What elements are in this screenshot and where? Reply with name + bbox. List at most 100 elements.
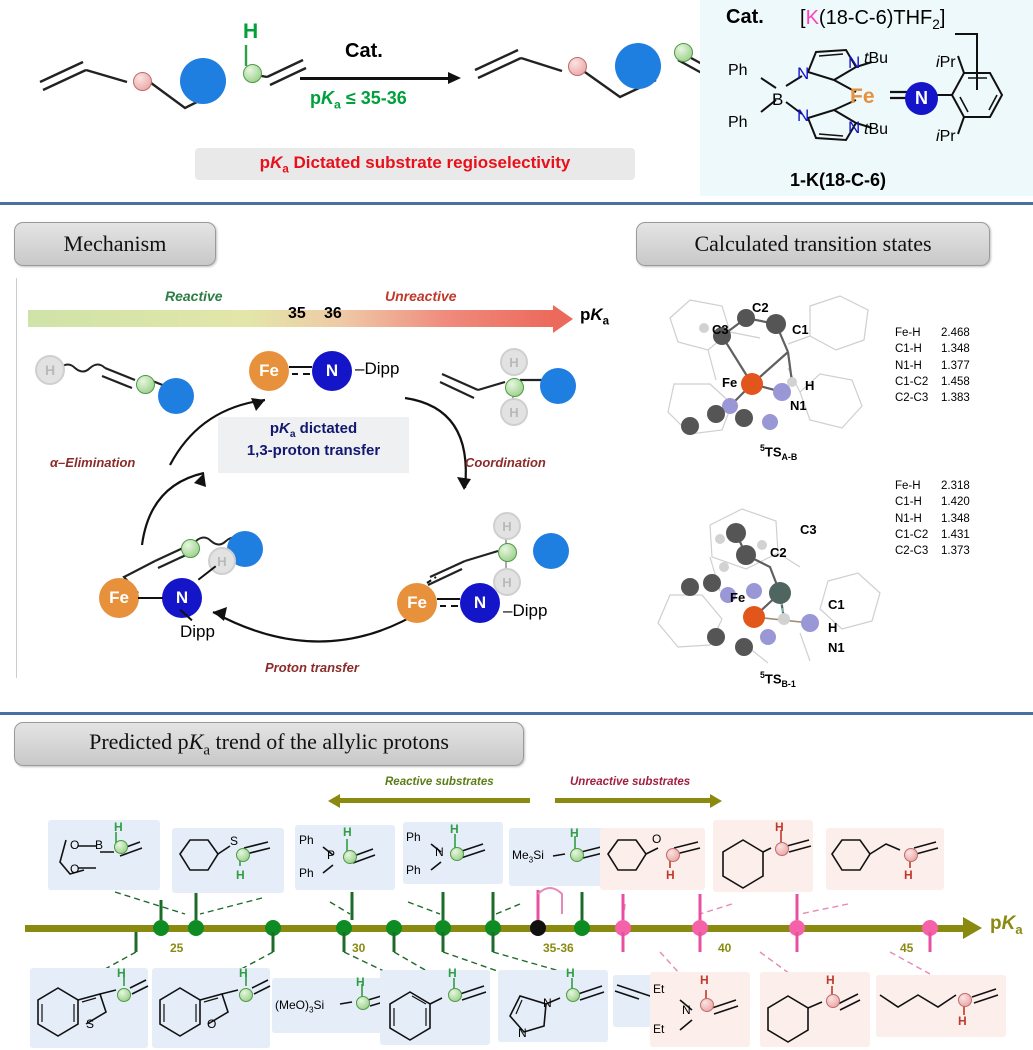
axis-dot-threshold[interactable] — [530, 920, 546, 936]
ts-b1-key-3: C1-C2 — [895, 528, 929, 541]
cycle-coord-h-bottom: H — [493, 568, 521, 596]
trend-tick-45: 45 — [900, 941, 914, 955]
allylic-carbon-amine — [450, 847, 464, 861]
mechanism-header-label: Mechanism — [63, 231, 167, 256]
catalyst-bracket — [955, 33, 978, 90]
ts-b1-label-Fe: Fe — [730, 590, 746, 605]
label-phosphine-Ph2: Ph — [299, 866, 314, 880]
substrate-box-cyclohexylmethyl-allyl — [760, 972, 870, 1047]
axis-dot-8[interactable] — [615, 920, 631, 936]
axis-dot-3[interactable] — [336, 920, 352, 936]
cycle-coord-blue — [533, 533, 569, 569]
label-amine-Ph1: Ph — [406, 830, 421, 844]
reactive-substrates-arrow — [340, 798, 530, 803]
ts-b1-val-2: 1.348 — [941, 512, 970, 525]
cycle-coord-h-top: H — [493, 512, 521, 540]
label-diethylamine-Et2: Et — [653, 1022, 665, 1036]
label-phenoxy-O: O — [652, 832, 662, 846]
substrate-box-phenylthio-allyl — [172, 828, 284, 893]
catalyst-atom-Ph-top: Ph — [728, 62, 748, 79]
allylic-carbon-cyclohexylmethyl — [826, 994, 840, 1008]
ts-ab-key-1: C1-H — [895, 343, 922, 356]
trend-tick-25: 25 — [170, 941, 184, 955]
axis-dot-4[interactable] — [386, 920, 402, 936]
step-label-alpha-elimination: α–Elimination — [50, 455, 136, 470]
ts-ab-label-C1: C1 — [792, 322, 809, 337]
cycle-alkyl-carbon — [181, 539, 200, 558]
axis-dot-6[interactable] — [485, 920, 501, 936]
axis-dot-9[interactable] — [692, 920, 708, 936]
catalyst-atom-Fe: Fe — [850, 85, 875, 108]
label-alkyl-H: H — [958, 1014, 967, 1028]
allylic-carbon-pinacol — [114, 840, 128, 854]
axis-dot-10[interactable] — [789, 920, 805, 936]
ts-b1-label-N1: N1 — [828, 640, 845, 655]
label-imidazole-N1: N — [543, 996, 552, 1010]
label-pinacol-B: B — [95, 838, 104, 852]
ts-ab-key-0: Fe-H — [895, 327, 921, 339]
unreactive-substrates-arrow — [555, 798, 710, 803]
center-box-line1: pKa dictated — [269, 420, 358, 440]
axis-dot-7[interactable] — [574, 920, 590, 936]
axis-dot-5[interactable] — [435, 920, 451, 936]
cycle-top-bond — [289, 366, 312, 375]
cycle-alkyl-fe-n-bond — [138, 597, 163, 599]
allylic-carbon-diethylamine — [700, 998, 714, 1012]
trend-tick-3536: 35-36 — [543, 941, 574, 955]
axis-dot-0[interactable] — [153, 920, 169, 936]
allylic-carbon-tms — [570, 848, 584, 862]
label-cyclohexylmethyl-H: H — [826, 973, 835, 987]
cycle-substrate-h-top: H — [500, 348, 528, 376]
ts-ab-val-0: 2.468 — [941, 327, 970, 339]
axis-dot-1[interactable] — [188, 920, 204, 936]
trend-tick-30: 30 — [352, 941, 366, 955]
axis-dot-11[interactable] — [922, 920, 938, 936]
cycle-product-carbon — [136, 375, 155, 394]
label-tms: Me3Si — [512, 848, 544, 865]
substrate-benzofuran-allyl — [159, 972, 271, 1037]
substrate-box-diethylamino-allyl — [650, 972, 750, 1047]
label-phosphine-H: H — [343, 825, 352, 839]
trend-header-label: Predicted pKa trend of the allylic proto… — [89, 728, 449, 759]
cycle-alkyl-fe: Fe — [99, 578, 139, 618]
catalyst-iPr-bottom: iPr — [936, 128, 956, 145]
ts-ab-key-3: C1-C2 — [895, 375, 929, 388]
cycle-coord-bond — [437, 598, 460, 607]
catalyst-atom-N-topleft: N — [797, 64, 810, 83]
label-imidazole-H: H — [566, 966, 575, 980]
ts-ab-sub: A-B — [781, 451, 798, 462]
ts-b1-key-1: C1-H — [895, 496, 922, 509]
allylic-h-label: H — [243, 20, 259, 43]
catalyst-atom-B: B — [772, 90, 784, 109]
label-benzofuran-H: H — [239, 966, 248, 980]
ts-b1-ts: TS — [764, 671, 782, 687]
allylic-carbon-benzofuran — [239, 988, 253, 1002]
substrate-cyclohexylmethyl-allyl — [767, 986, 861, 1043]
cycle-top-n: N — [312, 351, 352, 391]
substrate-imidazolyl-allyl — [509, 978, 605, 1033]
cycle-coord-carbon — [498, 543, 517, 562]
catalyst-atom-N-topright: N — [848, 53, 861, 72]
pka-tick-36: 36 — [324, 305, 342, 322]
ts-b1-row-0: Fe-H 2.318 — [895, 478, 970, 494]
label-benzofuran-O: O — [207, 1017, 217, 1031]
allylic-carbon-trimethoxysilyl — [356, 996, 370, 1010]
label-pinacol-O1: O — [70, 838, 80, 852]
blue-group-product — [615, 43, 661, 89]
pka-trend-axis-label: pKa — [990, 913, 1023, 937]
ts-ab-label-Fe: Fe — [722, 375, 738, 390]
allylic-carbon-phenyl — [448, 988, 462, 1002]
substrate-box-phenoxy-allyl — [600, 828, 705, 890]
label-tms-H: H — [570, 826, 579, 840]
ts-ab-val-4: 1.383 — [941, 392, 970, 405]
unreactive-zone-label: Unreactive — [385, 288, 457, 304]
ts-ab-name: 5TSA-B — [760, 443, 797, 462]
catalyst-condition-label: Cat. — [345, 40, 383, 62]
axis-dot-2[interactable] — [265, 920, 281, 936]
ts-b1-label-C2: C2 — [770, 545, 787, 560]
ts-ab-distance-table: Fe-H 2.468 C1-H 1.348 N1-H 1.377 C1-C2 1.458… — [895, 325, 970, 407]
blue-group-start — [180, 58, 226, 104]
potassium-label: K — [805, 7, 819, 29]
cycle-coord-fe: Fe — [397, 583, 437, 623]
mechanism-header: Mechanism — [14, 222, 216, 266]
